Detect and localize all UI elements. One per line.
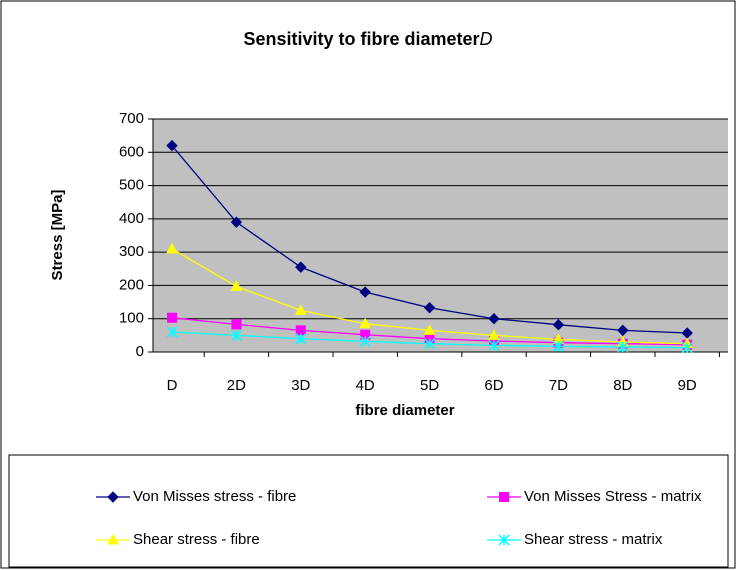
x-axis-label: fibre diameter xyxy=(355,402,454,419)
legend-label: Shear stress - matrix xyxy=(524,531,663,548)
x-tick-label: D xyxy=(167,377,178,394)
marker xyxy=(166,242,178,254)
marker xyxy=(295,333,307,345)
y-tick-label: 100 xyxy=(119,310,144,327)
marker xyxy=(488,339,500,351)
marker xyxy=(424,338,436,350)
y-axis-label: Stress [MPa] xyxy=(49,190,66,281)
marker xyxy=(552,318,565,331)
x-tick-label: 6D xyxy=(484,377,503,394)
marker xyxy=(230,216,243,228)
y-tick-label: 700 xyxy=(119,110,144,127)
x-tick-label: 2D xyxy=(227,377,246,394)
marker xyxy=(359,317,372,329)
legend-label: Shear stress - fibre xyxy=(133,531,260,548)
marker xyxy=(230,329,242,341)
x-tick-label: 5D xyxy=(420,377,439,394)
x-tick-label: 7D xyxy=(549,377,568,394)
marker xyxy=(295,325,306,336)
marker xyxy=(294,304,307,315)
y-tick-label: 600 xyxy=(119,143,144,160)
y-tick-label: 400 xyxy=(119,210,144,227)
marker xyxy=(423,324,436,335)
plot-area xyxy=(153,119,728,352)
x-tick-label: 3D xyxy=(291,377,310,394)
marker xyxy=(617,324,629,337)
x-tick-label: 9D xyxy=(678,377,697,394)
marker xyxy=(488,313,500,325)
legend-box xyxy=(8,454,729,568)
marker xyxy=(423,302,436,314)
legend-marker xyxy=(107,491,119,503)
y-tick-label: 500 xyxy=(119,177,144,194)
x-tick-label: 4D xyxy=(356,377,375,394)
marker xyxy=(488,329,500,340)
legend-label: Von Misses stress - fibre xyxy=(133,488,296,505)
y-tick-label: 300 xyxy=(119,243,144,260)
marker xyxy=(359,286,371,298)
marker xyxy=(681,342,693,354)
legend-marker xyxy=(107,533,119,545)
marker xyxy=(231,319,242,330)
marker xyxy=(359,335,371,347)
title-symbol: D xyxy=(480,29,493,49)
marker xyxy=(167,312,177,323)
x-tick-label: 8D xyxy=(613,377,632,394)
marker xyxy=(230,280,243,291)
marker xyxy=(166,139,178,152)
legend-marker xyxy=(498,534,510,546)
marker xyxy=(617,341,629,353)
marker xyxy=(295,261,307,273)
title-text: Sensitivity to fibre diameter xyxy=(243,29,479,49)
marker xyxy=(552,340,564,352)
y-tick-label: 200 xyxy=(119,276,144,293)
chart-title: Sensitivity to fibre diameterD xyxy=(243,29,492,49)
legend-label: Von Misses Stress - matrix xyxy=(524,488,702,505)
y-tick-label: 0 xyxy=(136,343,144,360)
marker xyxy=(166,326,178,338)
legend-marker xyxy=(499,492,509,502)
